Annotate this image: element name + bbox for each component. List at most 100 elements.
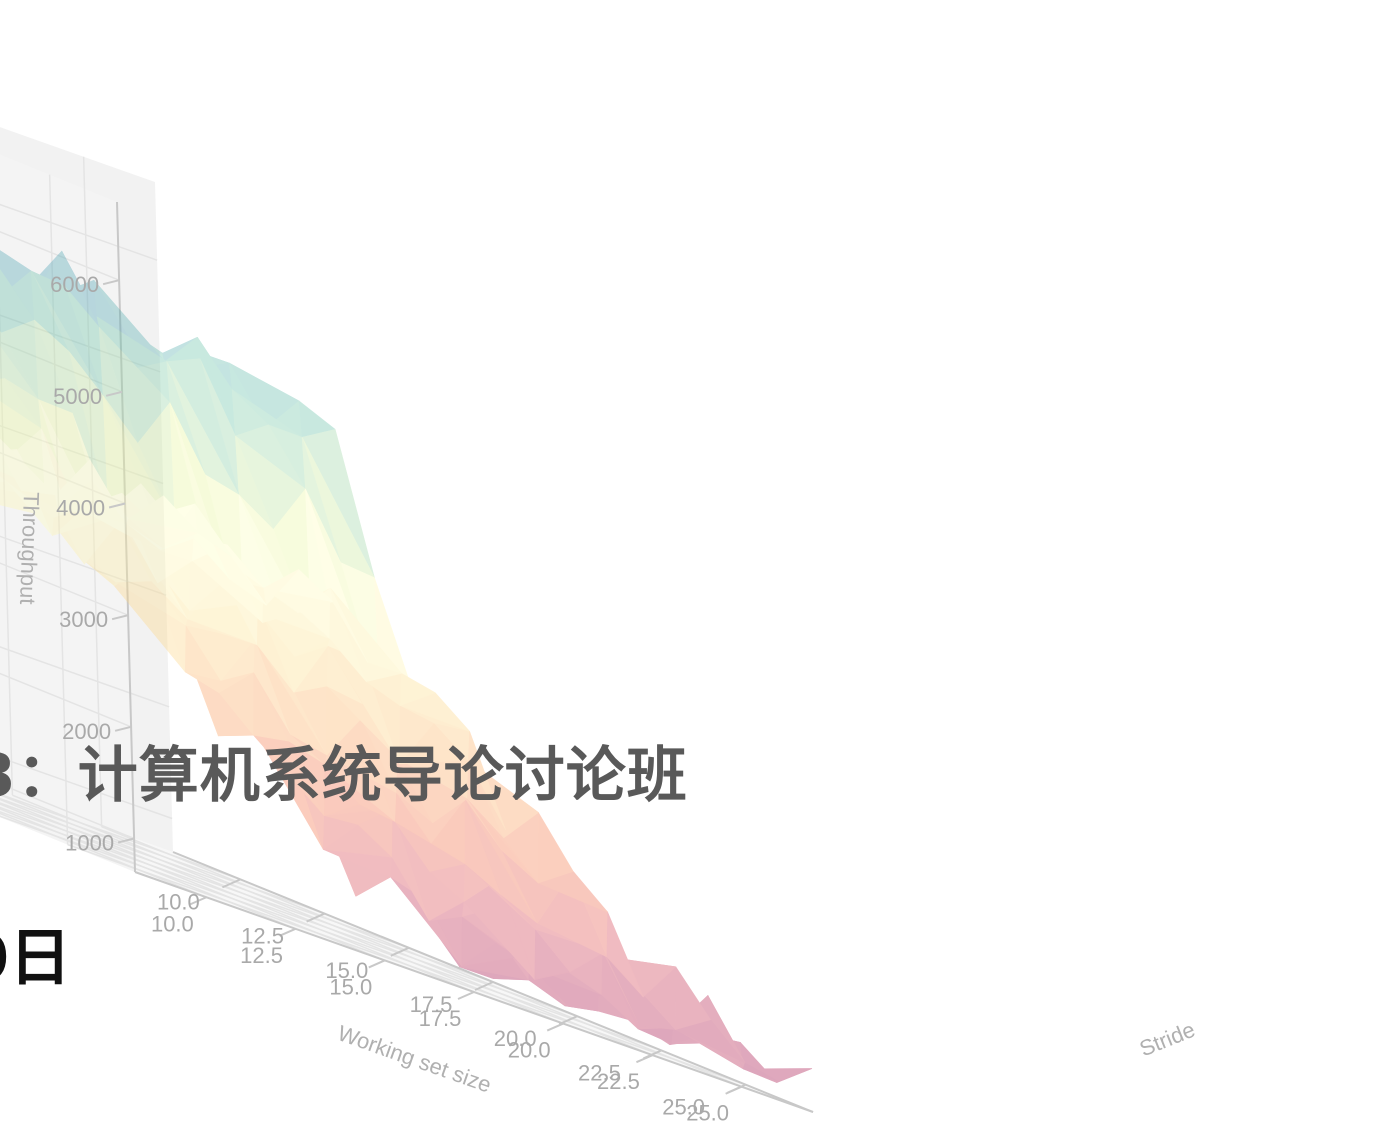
surface-facet: [355, 857, 392, 897]
surface-facet: [295, 587, 331, 639]
surface-facet: [87, 307, 124, 359]
wall-grid-z: [0, 535, 167, 596]
wall-grid-z: [0, 756, 173, 820]
y-axis-label: Stride: [1136, 1017, 1199, 1062]
surface-facet: [359, 803, 396, 823]
surface-facet: [169, 402, 245, 629]
z-tick: [102, 279, 120, 286]
surface-facet: [57, 479, 128, 524]
surface-facet: [602, 951, 641, 1027]
surface-facet: [599, 982, 636, 996]
surface-facet: [256, 644, 328, 693]
surface-facet: [399, 692, 470, 732]
surface-facet: [133, 361, 171, 404]
surface-facet: [159, 350, 194, 398]
surface-facet: [244, 602, 318, 759]
surface-facet: [392, 807, 465, 902]
surface-facet: [49, 498, 86, 536]
surface-facet: [675, 1019, 746, 1064]
surface-facet: [53, 495, 90, 518]
surface-facet: [162, 352, 233, 390]
z-tick: [105, 390, 123, 397]
surface-facet: [493, 931, 531, 981]
surface-facet: [162, 336, 233, 390]
surface-facet: [0, 448, 46, 499]
surface-facet: [0, 261, 31, 302]
surface-facet: [193, 350, 230, 389]
surface-facet: [0, 378, 42, 430]
surface-facet: [396, 792, 466, 824]
surface-facet: [128, 518, 198, 549]
surface-facet: [606, 956, 677, 992]
surface-facet: [570, 916, 608, 958]
surface-facet: [433, 722, 470, 761]
surface-facet: [128, 495, 198, 533]
surface-facet: [87, 344, 158, 369]
surface-facet: [316, 757, 389, 859]
x-tick-label: 17.5: [419, 1006, 462, 1031]
surface-facet: [229, 362, 267, 428]
surface-facet: [126, 503, 196, 549]
surface-facet: [0, 470, 55, 518]
surface-facet: [227, 362, 266, 441]
surface-facet: [330, 587, 369, 663]
surface-facet: [326, 685, 362, 756]
surface-facet: [185, 624, 256, 640]
surface-facet: [244, 627, 318, 759]
surface-facet: [285, 774, 324, 850]
surface-facet: [310, 629, 386, 824]
surface-facet: [25, 287, 62, 308]
surface-facet: [639, 1025, 676, 1030]
surface-facet: [534, 951, 604, 980]
surface-facet: [324, 764, 360, 816]
surface-facet: [327, 645, 401, 765]
surface-facet: [110, 546, 149, 598]
surface-facet: [675, 966, 711, 1030]
surface-mesh: [0, 250, 813, 1083]
surface-facet: [464, 863, 536, 930]
surface-facet: [192, 544, 264, 623]
surface-facet: [330, 587, 402, 674]
surface-facet: [525, 951, 563, 1002]
surface-facet: [327, 638, 365, 662]
surface-facet: [604, 951, 642, 992]
surface-facet: [120, 514, 191, 556]
surface-facet: [319, 809, 358, 865]
surface-facet: [8, 428, 46, 499]
surface-facet: [492, 951, 530, 981]
surface-facet: [118, 521, 190, 611]
surface-facet: [0, 270, 22, 302]
surface-facet: [257, 602, 329, 657]
x-axis-label: Working set size: [334, 1020, 494, 1097]
surface-facet: [0, 256, 27, 308]
surface-facet: [25, 279, 95, 308]
surface-facet: [189, 575, 259, 611]
surface-facet: [464, 798, 503, 851]
surface-facet: [148, 564, 187, 673]
surface-facet: [305, 488, 381, 696]
surface-facet: [251, 724, 324, 850]
surface-facet: [90, 317, 162, 398]
surface-facet: [324, 764, 396, 823]
surface-facet: [671, 1027, 708, 1044]
surface-facet: [0, 466, 16, 483]
surface-facet: [90, 317, 162, 398]
surface-facet: [0, 250, 32, 298]
surface-facet: [384, 781, 458, 937]
surface-facet: [387, 857, 461, 968]
surface-facet: [116, 517, 189, 620]
z-tick: [111, 614, 129, 621]
surface-facet: [156, 367, 193, 390]
surface-facet: [350, 791, 389, 859]
z-tick-label: 2000: [62, 719, 111, 744]
surface-facet: [0, 368, 5, 380]
surface-facet: [79, 556, 117, 587]
surface-facet: [47, 498, 85, 565]
surface-facet: [204, 474, 245, 629]
surface-facet: [319, 809, 392, 897]
surface-facet: [161, 350, 230, 398]
surface-facet: [19, 479, 56, 518]
z-axis-label: Throughput: [15, 492, 44, 605]
z-tick-label: 5000: [53, 384, 102, 409]
surface-facet: [467, 798, 539, 884]
